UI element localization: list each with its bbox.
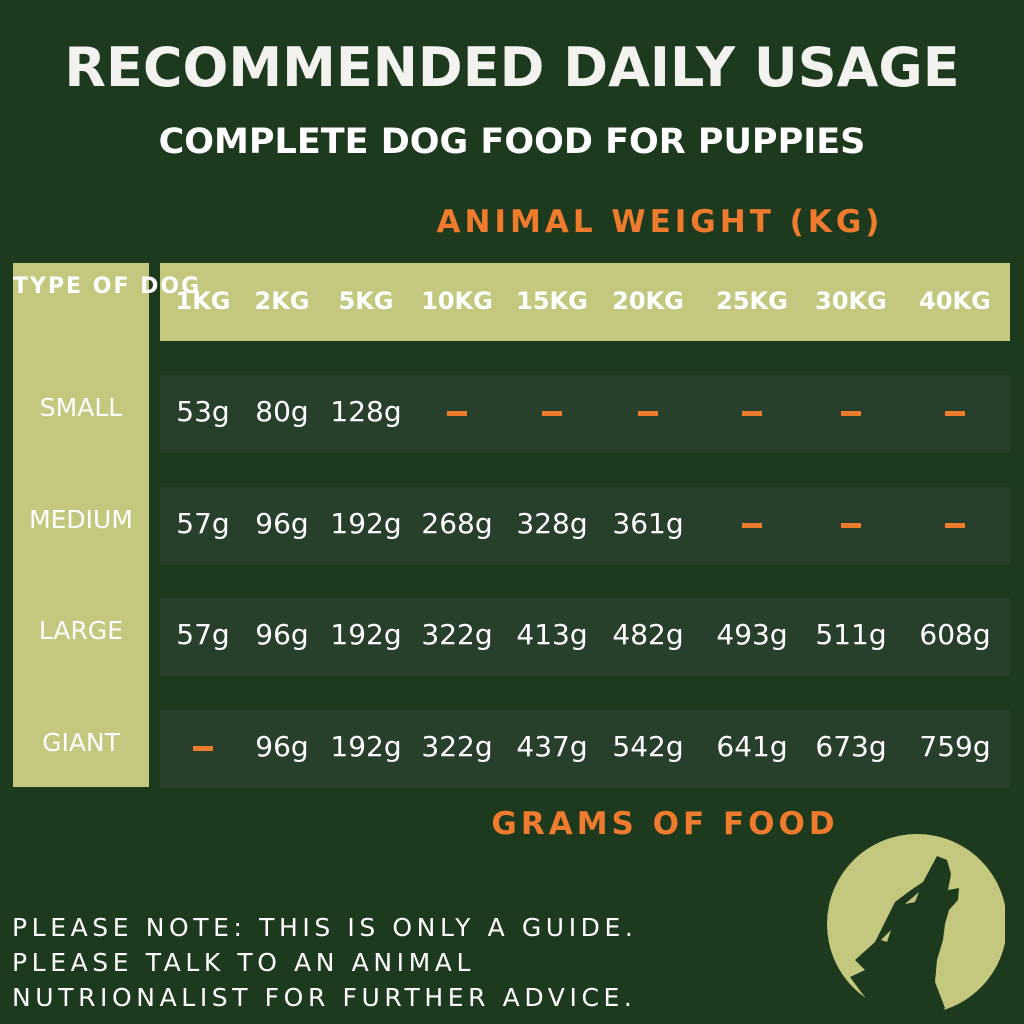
table-row bbox=[160, 598, 1010, 676]
table-cell: 511g bbox=[815, 618, 887, 651]
table-cell: 192g bbox=[330, 618, 402, 651]
column-header: 5KG bbox=[338, 287, 394, 315]
no-value-dash bbox=[742, 411, 762, 416]
note-line: NUTRIONALIST FOR FURTHER ADVICE. bbox=[12, 983, 637, 1012]
page-subtitle: COMPLETE DOG FOOD FOR PUPPIES bbox=[158, 122, 866, 162]
column-header: 10KG bbox=[421, 287, 493, 315]
table-row bbox=[160, 375, 1010, 453]
table-cell: 96g bbox=[255, 618, 309, 651]
table-cell: 53g bbox=[176, 395, 230, 428]
column-header: 2KG bbox=[254, 287, 310, 315]
grams-of-food-label: GRAMS OF FOOD bbox=[491, 806, 839, 842]
no-value-dash bbox=[542, 411, 562, 416]
table-cell: 482g bbox=[612, 618, 684, 651]
disclaimer-note: PLEASE NOTE: THIS IS ONLY A GUIDE. PLEAS… bbox=[12, 910, 637, 1015]
note-line: PLEASE TALK TO AN ANIMAL bbox=[12, 948, 476, 977]
table-cell: 673g bbox=[815, 730, 887, 763]
table-cell: 608g bbox=[919, 618, 991, 651]
table-cell: 641g bbox=[716, 730, 788, 763]
table-cell: 268g bbox=[421, 507, 493, 540]
column-header: 40KG bbox=[919, 287, 991, 315]
no-value-dash bbox=[638, 411, 658, 416]
column-header: 20KG bbox=[612, 287, 684, 315]
no-value-dash bbox=[193, 746, 213, 751]
table-cell: 437g bbox=[516, 730, 588, 763]
column-header: 30KG bbox=[815, 287, 887, 315]
table-cell: 96g bbox=[255, 730, 309, 763]
page-title: RECOMMENDED DAILY USAGE bbox=[64, 36, 960, 99]
table-cell: 192g bbox=[330, 730, 402, 763]
table-cell: 57g bbox=[176, 618, 230, 651]
table-cell: 96g bbox=[255, 507, 309, 540]
table-row bbox=[160, 710, 1010, 788]
table-cell: 413g bbox=[516, 618, 588, 651]
note-line: PLEASE NOTE: THIS IS ONLY A GUIDE. bbox=[12, 913, 638, 942]
table-cell: 128g bbox=[330, 395, 402, 428]
table-cell: 322g bbox=[421, 730, 493, 763]
table-cell: 57g bbox=[176, 507, 230, 540]
no-value-dash bbox=[945, 411, 965, 416]
table-cell: 542g bbox=[612, 730, 684, 763]
animal-weight-label: ANIMAL WEIGHT (KG) bbox=[436, 204, 884, 240]
table-row bbox=[160, 487, 1010, 565]
column-header: 15KG bbox=[516, 287, 588, 315]
no-value-dash bbox=[742, 523, 762, 528]
dog-type-sidebar bbox=[13, 263, 149, 787]
weight-header-band bbox=[160, 263, 1010, 341]
column-header: 25KG bbox=[716, 287, 788, 315]
howling-wolf-moon-icon bbox=[827, 834, 1005, 1024]
row-label: GIANT bbox=[42, 728, 120, 757]
table-cell: 493g bbox=[716, 618, 788, 651]
column-header: 1KG bbox=[175, 287, 231, 315]
table-cell: 361g bbox=[612, 507, 684, 540]
type-of-dog-label: TYPE OF DOG bbox=[13, 274, 202, 299]
no-value-dash bbox=[841, 411, 861, 416]
no-value-dash bbox=[447, 411, 467, 416]
row-label: SMALL bbox=[39, 393, 123, 422]
row-label: LARGE bbox=[38, 616, 124, 645]
table-cell: 322g bbox=[421, 618, 493, 651]
no-value-dash bbox=[945, 523, 965, 528]
table-cell: 328g bbox=[516, 507, 588, 540]
table-cell: 759g bbox=[919, 730, 991, 763]
row-label: MEDIUM bbox=[29, 505, 133, 534]
table-cell: 192g bbox=[330, 507, 402, 540]
no-value-dash bbox=[841, 523, 861, 528]
table-cell: 80g bbox=[255, 395, 309, 428]
